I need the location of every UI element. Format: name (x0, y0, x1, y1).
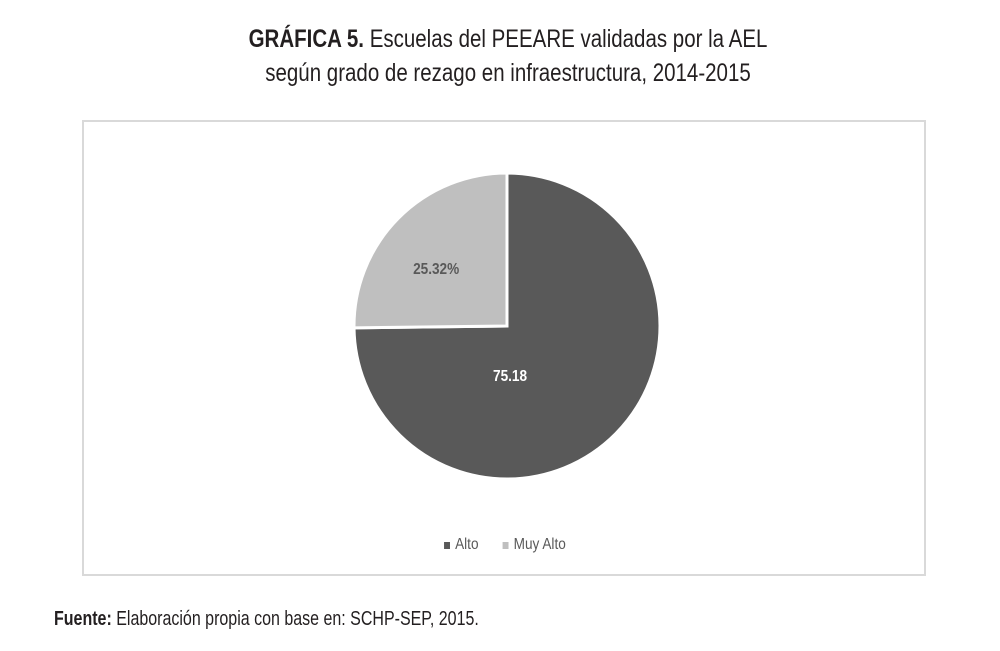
chart-title-lead: GRÁFICA 5. (248, 25, 365, 53)
pie-slice-muy-alto (352, 171, 509, 330)
legend-label-muy-alto: Muy Alto (513, 536, 566, 553)
chart-title: GRÁFICA 5. Escuelas del PEEARE validadas… (91, 22, 924, 90)
legend-swatch-alto (443, 541, 450, 549)
pie-slice-alto (352, 171, 662, 481)
chart-title-line-2: según grado de rezago en infraestructura… (265, 59, 751, 87)
chart-area: 25.32% 75.18 Alto Muy Alto (82, 120, 926, 576)
legend-item-alto: Alto (443, 536, 479, 554)
chart-legend: Alto Muy Alto (84, 536, 928, 554)
slice-label-alto: 75.18 (493, 368, 528, 385)
legend-item-muy-alto: Muy Alto (502, 536, 566, 554)
slice-label-muy-alto: 25.32% (413, 261, 460, 278)
chart-title-line-1: GRÁFICA 5. Escuelas del PEEARE validadas… (91, 22, 924, 56)
pie-chart (352, 171, 662, 481)
source-lead: Fuente: (54, 608, 112, 630)
legend-label-alto: Alto (454, 536, 479, 553)
source-note: Fuente: Elaboración propia con base en: … (54, 608, 479, 631)
source-text: Elaboración propia con base en: SCHP-SEP… (111, 608, 479, 630)
legend-swatch-muy-alto (502, 541, 509, 549)
chart-title-line-1-text: Escuelas del PEEARE validadas por la AEL (364, 25, 768, 53)
